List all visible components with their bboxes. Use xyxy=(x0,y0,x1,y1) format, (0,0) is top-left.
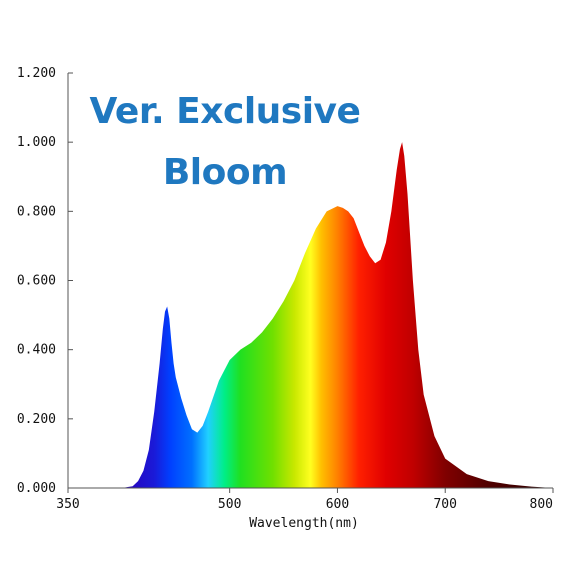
y-tick-label: 1.000 xyxy=(17,135,56,150)
x-axis-label: Wavelength(nm) xyxy=(249,516,359,531)
plot-area xyxy=(121,142,553,489)
y-tick-label: 0.800 xyxy=(17,204,56,219)
x-tick-label: 800 xyxy=(530,497,553,512)
title-line-2: Bloom xyxy=(163,152,287,193)
title-line-1: Ver. Exclusive xyxy=(90,91,361,132)
y-tick-label: 1.200 xyxy=(17,66,56,81)
axes: 0.000 0.200 0.400 0.600 0.800 1.000 1.200 350 50… xyxy=(17,66,554,512)
x-tick-label: 700 xyxy=(433,497,456,512)
spectrum-area xyxy=(121,142,553,489)
y-tick-label: 0.000 xyxy=(17,481,56,496)
x-tick-label: 600 xyxy=(326,497,349,512)
x-tick-label: 350 xyxy=(56,497,79,512)
y-tick-label: 0.200 xyxy=(17,412,56,427)
y-tick-label: 0.400 xyxy=(17,343,56,358)
y-tick-label: 0.600 xyxy=(17,274,56,289)
x-tick-label: 500 xyxy=(218,497,241,512)
title: Ver. Exclusive Bloom xyxy=(90,91,361,193)
